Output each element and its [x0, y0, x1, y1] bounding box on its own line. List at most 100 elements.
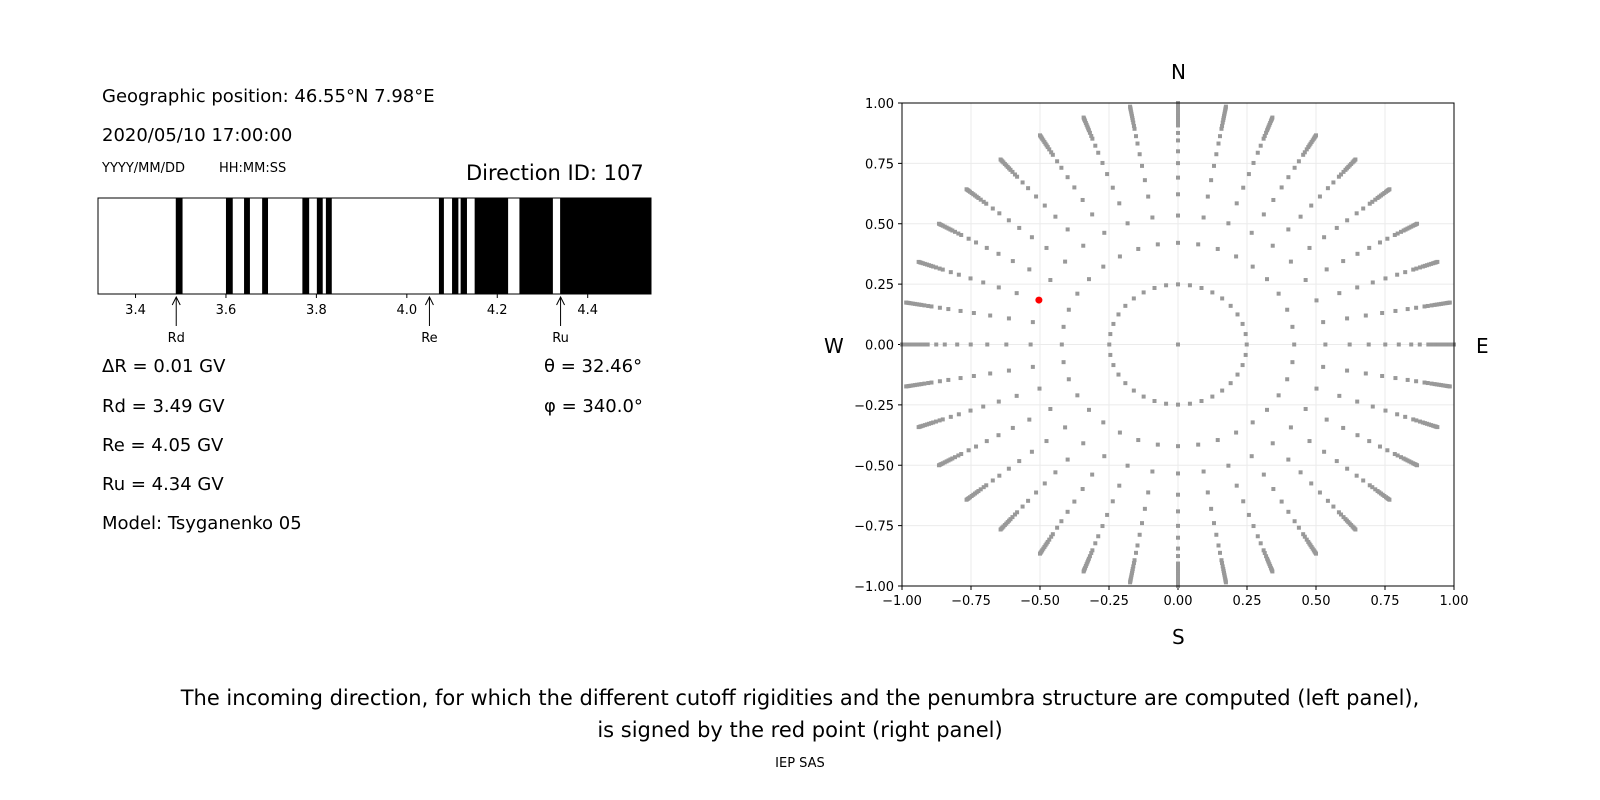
data-point [1414, 305, 1419, 310]
data-point [1037, 386, 1042, 391]
data-point [1380, 311, 1385, 316]
data-point [1220, 388, 1225, 393]
data-point [1261, 472, 1266, 477]
x-tick-label: 0.25 [1233, 594, 1262, 609]
data-point [1292, 342, 1297, 347]
data-point [1264, 554, 1269, 559]
data-point [1135, 141, 1140, 146]
data-point [915, 382, 920, 387]
phi-value: φ = 340.0° [544, 396, 643, 417]
data-point [1228, 303, 1233, 308]
data-point [924, 262, 929, 267]
data-point [1385, 448, 1390, 453]
data-point [1285, 307, 1290, 312]
data-point [931, 420, 936, 425]
data-point [1117, 254, 1122, 259]
data-point [1363, 371, 1368, 376]
data-point [1128, 104, 1133, 109]
data-point [1345, 316, 1350, 321]
data-point [1354, 211, 1359, 216]
data-point [1361, 478, 1366, 483]
data-point [927, 421, 932, 426]
data-point [926, 381, 931, 386]
data-point [1276, 291, 1281, 296]
data-point [904, 384, 909, 389]
data-point [990, 478, 995, 483]
data-point [1270, 115, 1275, 120]
data-point [1355, 399, 1360, 404]
y-tick-label: 0.00 [865, 339, 894, 354]
data-point [1155, 442, 1160, 447]
data-point [916, 259, 921, 264]
data-point [1010, 169, 1015, 174]
data-point [913, 342, 918, 347]
re-value: Re = 4.05 GV [102, 435, 224, 456]
data-point [1234, 430, 1239, 435]
ru-value: Ru = 4.34 GV [102, 474, 224, 495]
data-point [1116, 312, 1121, 317]
data-point [1150, 469, 1155, 474]
data-point [1176, 535, 1180, 540]
data-point [1331, 504, 1336, 509]
data-point [1292, 519, 1297, 524]
data-point [1292, 165, 1297, 170]
y-tick-label: 0.25 [865, 278, 894, 293]
data-point [1250, 420, 1255, 425]
data-point [1422, 304, 1427, 309]
data-point [974, 240, 979, 245]
data-point [1101, 264, 1106, 269]
marker-arrow-head [424, 295, 434, 306]
data-point [996, 399, 1001, 404]
data-point [1135, 543, 1140, 548]
data-point [1370, 485, 1375, 490]
data-point [1262, 133, 1267, 138]
data-point [1314, 386, 1319, 391]
data-point [1176, 523, 1180, 528]
data-point [1301, 532, 1306, 537]
data-point [1417, 342, 1422, 347]
data-point [1105, 172, 1110, 177]
data-point [1396, 342, 1401, 347]
forbidden-band [325, 198, 332, 294]
data-point [934, 265, 939, 270]
data-point [1345, 218, 1350, 223]
data-point [1111, 363, 1116, 368]
data-point [1010, 259, 1015, 264]
data-point [1015, 174, 1020, 179]
data-point [1385, 236, 1390, 241]
data-point [1334, 225, 1339, 230]
data-point [1429, 342, 1434, 347]
caption-line-2: is signed by the red point (right panel) [597, 718, 1003, 742]
data-point [1361, 206, 1366, 211]
data-point [1137, 152, 1142, 157]
data-point [1336, 510, 1341, 515]
data-point [1053, 214, 1058, 219]
data-point [985, 342, 990, 347]
data-point [1409, 342, 1414, 347]
data-point [1341, 169, 1346, 174]
data-point [1090, 472, 1095, 477]
data-point [929, 421, 934, 426]
data-point [959, 452, 964, 457]
data-point [1298, 470, 1303, 475]
data-point [959, 232, 964, 237]
data-point [1065, 227, 1070, 232]
data-point [1196, 442, 1201, 447]
x-tick-label: −0.50 [1020, 594, 1060, 609]
data-point [1261, 548, 1266, 553]
geo-position: Geographic position: 46.55°N 7.98°E [102, 86, 435, 107]
data-point [1339, 512, 1344, 517]
data-point [1111, 321, 1116, 326]
data-point [1417, 419, 1422, 424]
data-point [1044, 245, 1049, 250]
data-point [1141, 394, 1146, 399]
data-point [1403, 270, 1408, 275]
data-point [1370, 280, 1375, 285]
data-point [1261, 212, 1266, 217]
data-point [1425, 381, 1430, 386]
data-point [1059, 165, 1064, 170]
data-point [937, 418, 942, 423]
data-point [1377, 444, 1382, 449]
data-point [1048, 406, 1053, 411]
